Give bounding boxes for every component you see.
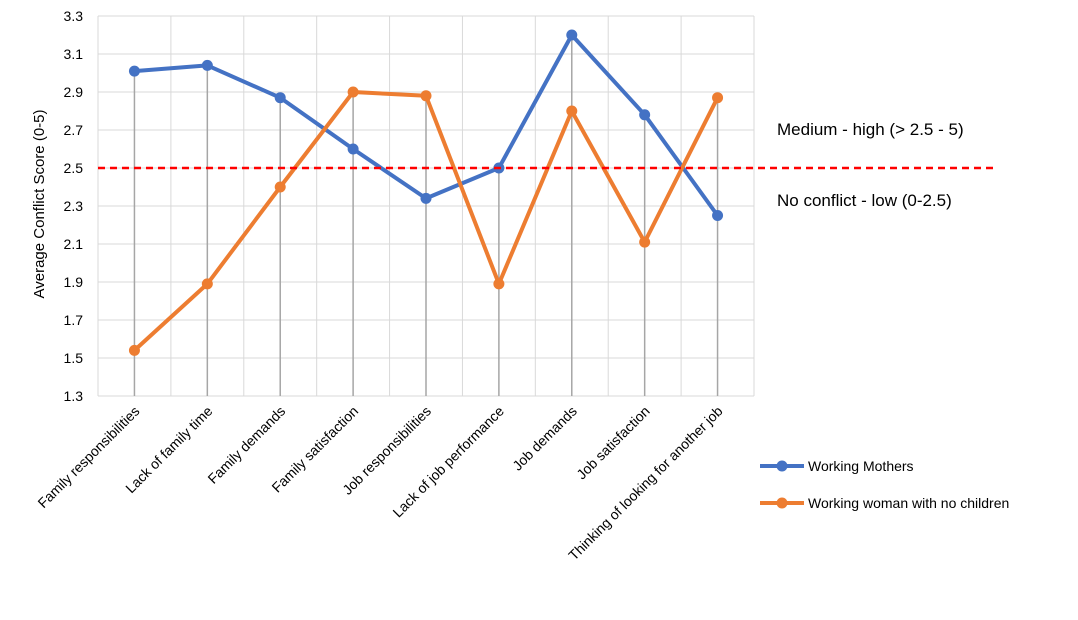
y-tick-label: 1.9	[64, 274, 84, 290]
x-tick-label: Job demands	[509, 403, 580, 474]
series-lines	[128, 29, 724, 356]
y-axis-label: Average Conflict Score (0-5)	[31, 110, 48, 299]
data-point	[274, 181, 286, 193]
threshold-label-above: Medium - high (> 2.5 - 5)	[777, 120, 964, 139]
legend-label: Working woman with no children	[808, 495, 1009, 511]
y-tick-labels: 1.3 1.5 1.7 1.9 2.1 2.3 2.5 2.7 2.9 3.1 3.3	[64, 8, 84, 404]
data-point	[566, 29, 578, 41]
legend-marker	[776, 497, 788, 509]
y-tick-label: 1.3	[64, 388, 84, 404]
data-point	[128, 65, 140, 77]
legend-label: Working Mothers	[808, 458, 914, 474]
data-point	[201, 59, 213, 71]
data-point	[639, 236, 651, 248]
legend-item: Working Mothers	[760, 458, 914, 474]
legend-item: Working woman with no children	[760, 495, 1009, 511]
data-point	[712, 92, 724, 104]
data-point	[493, 278, 505, 290]
y-tick-label: 2.5	[64, 160, 84, 176]
data-point	[274, 92, 286, 104]
data-point	[201, 278, 213, 290]
data-point	[128, 344, 140, 356]
y-tick-label: 2.7	[64, 122, 84, 138]
x-tick-label: Job satisfaction	[573, 403, 653, 483]
data-point	[566, 105, 578, 117]
data-point	[420, 90, 432, 102]
y-tick-label: 2.1	[64, 236, 84, 252]
y-tick-label: 2.9	[64, 84, 84, 100]
data-point	[420, 192, 432, 204]
x-tick-label: Thinking of looking for another job	[565, 403, 726, 564]
legend: Working Mothers Working woman with no chi…	[760, 458, 1009, 511]
series-2	[128, 86, 724, 356]
x-tick-label: Family responsibilities	[34, 403, 142, 511]
y-tick-label: 1.5	[64, 350, 84, 366]
legend-marker	[776, 460, 788, 472]
x-tick-label: Family demands	[204, 403, 288, 487]
threshold-label-below: No conflict - low (0-2.5)	[777, 191, 952, 210]
y-tick-label: 3.1	[64, 46, 84, 62]
data-point	[347, 86, 359, 98]
data-point	[639, 109, 651, 121]
y-tick-label: 3.3	[64, 8, 84, 24]
drop-lines	[133, 35, 719, 396]
y-tick-label: 2.3	[64, 198, 84, 214]
y-tick-label: 1.7	[64, 312, 84, 328]
data-point	[712, 210, 724, 221]
series-1	[128, 29, 724, 221]
data-point	[347, 143, 359, 155]
